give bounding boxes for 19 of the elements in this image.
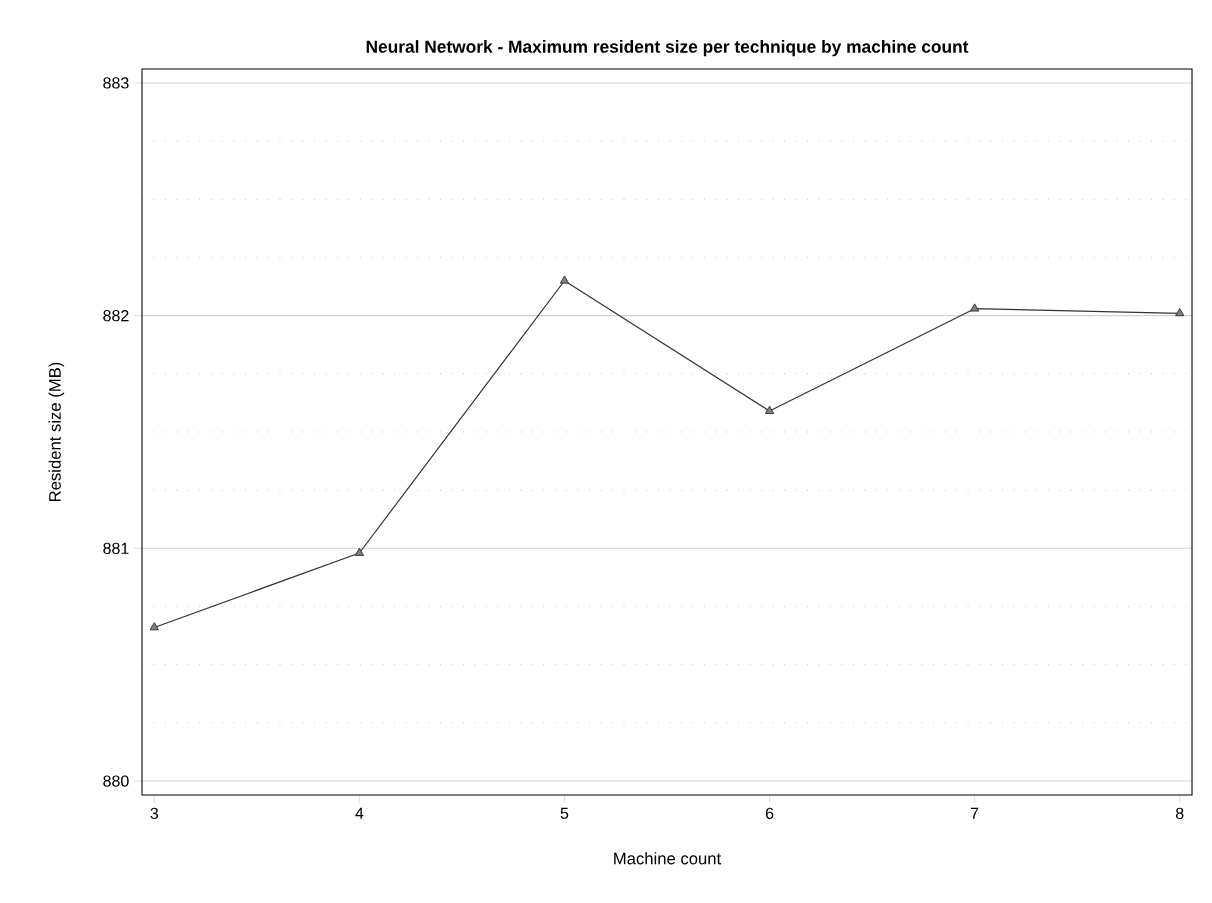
x-tick-label: 6	[765, 807, 774, 820]
y-tick-label: 881	[103, 542, 129, 554]
x-axis-title: Machine count	[614, 852, 722, 865]
x-tick-label: 5	[560, 807, 569, 819]
point	[1175, 308, 1185, 317]
y-tick-label: 880	[103, 775, 129, 787]
point	[354, 547, 365, 556]
x-tick-label: 8	[1175, 807, 1184, 820]
x-tick-label: 3	[150, 807, 159, 820]
point	[149, 622, 159, 631]
point	[764, 405, 775, 414]
point	[559, 275, 570, 284]
y-tick-label: 882	[103, 309, 129, 322]
x-tick-label: 7	[971, 807, 979, 819]
y-tick-label: 883	[103, 77, 129, 89]
chart-title: Neural Network - Maximum resident size per technique by machine count	[366, 40, 969, 57]
point	[970, 303, 980, 312]
x-tick-label: 4	[355, 807, 364, 819]
y-axis-title: Resident size (MB)	[48, 362, 65, 502]
